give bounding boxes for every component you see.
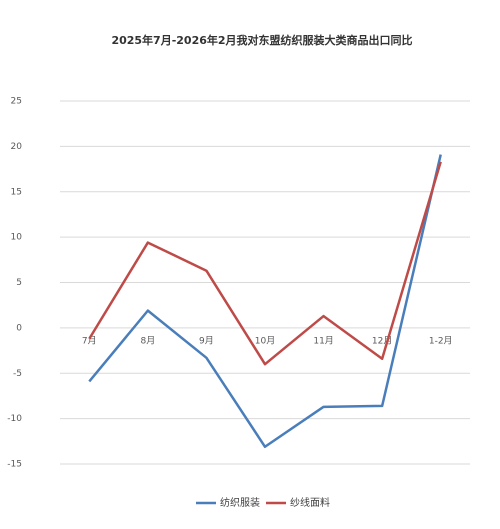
y-tick-label: -15 — [7, 460, 22, 470]
y-tick-label: -10 — [7, 414, 22, 424]
y-tick-label: 25 — [11, 97, 22, 107]
y-tick-label: 0 — [16, 323, 22, 333]
x-tick-label: 11月 — [313, 335, 333, 346]
y-tick-label: 20 — [11, 142, 23, 152]
legend-label: 纺织服装 — [220, 496, 260, 509]
series-line — [88, 154, 442, 449]
y-tick-label: 10 — [11, 233, 23, 243]
series-line — [88, 161, 442, 366]
y-tick-label: -5 — [13, 369, 22, 379]
y-tick-label: 5 — [16, 278, 22, 288]
x-tick-label: 12月 — [372, 335, 392, 346]
chart-title: 2025年7月-2026年2月我对东盟纺织服装大类商品出口同比 — [111, 33, 412, 47]
x-tick-label: 1-2月 — [429, 335, 453, 346]
x-tick-label: 7月 — [82, 335, 97, 346]
x-tick-label: 10月 — [255, 335, 275, 346]
x-tick-label: 8月 — [140, 335, 155, 346]
legend-label: 纱线面料 — [290, 496, 330, 509]
y-tick-label: 15 — [11, 187, 22, 197]
x-tick-label: 9月 — [199, 335, 214, 346]
